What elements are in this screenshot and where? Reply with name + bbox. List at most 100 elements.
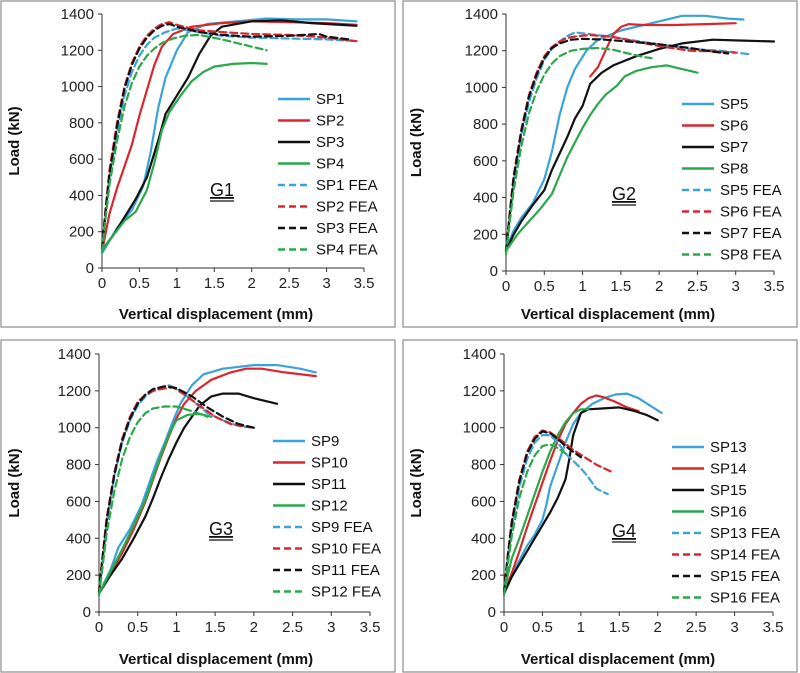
x-tick-label: 0.5 bbox=[129, 275, 150, 292]
legend-entry: SP9 FEA bbox=[311, 519, 373, 536]
x-tick-label: 0.5 bbox=[532, 619, 553, 636]
x-axis-title: Vertical displacement (mm) bbox=[119, 306, 313, 323]
x-tick-label: 3.5 bbox=[360, 619, 381, 636]
x-tick-label: 2.5 bbox=[279, 275, 300, 292]
series-line-sp1 bbox=[100, 17, 358, 255]
x-tick-label: 1.5 bbox=[205, 619, 226, 636]
x-tick-label: 0 bbox=[500, 619, 508, 636]
series-line-sp13 bbox=[502, 392, 663, 595]
x-tick-label: 0 bbox=[95, 619, 103, 636]
x-tick-label: 3 bbox=[327, 619, 335, 636]
x-tick-label: 2.5 bbox=[687, 278, 708, 295]
series-line-sp11 bbox=[97, 392, 279, 595]
legend-entry: SP4 FEA bbox=[316, 242, 378, 259]
legend-entry: SP3 bbox=[316, 134, 344, 151]
series-line-sp16-fea bbox=[502, 443, 567, 597]
y-tick-label: 600 bbox=[69, 151, 94, 168]
x-tick-label: 2 bbox=[250, 619, 258, 636]
legend-entry: SP16 FEA bbox=[710, 590, 780, 607]
x-tick-label: 1 bbox=[577, 619, 585, 636]
panel-frame bbox=[0, 339, 396, 673]
legend-entry: SP14 bbox=[710, 461, 747, 478]
x-tick-label: 2 bbox=[654, 619, 662, 636]
x-tick-label: 2 bbox=[655, 278, 663, 295]
x-tick-label: 3.5 bbox=[764, 278, 785, 295]
y-tick-label: 400 bbox=[69, 187, 94, 204]
series-line-sp11-fea bbox=[97, 385, 255, 593]
y-axis-title: Load (kN) bbox=[6, 106, 23, 175]
chart-panel-1: 0 200 400 600 800 1000 1200 1400 0 0.5 1 1.5 2 2.5 3 3.… bbox=[0, 0, 396, 328]
series-line-sp3 bbox=[100, 19, 358, 251]
legend-entry: SP10 FEA bbox=[311, 541, 381, 558]
y-tick-label: 600 bbox=[473, 153, 498, 170]
panel-tag: G4 bbox=[612, 521, 636, 541]
y-tick-label: 1000 bbox=[465, 79, 498, 96]
y-tick-label: 1200 bbox=[463, 383, 496, 400]
legend-entry: SP5 bbox=[720, 96, 748, 113]
x-tick-label: 1.5 bbox=[610, 278, 631, 295]
series-line-sp12 bbox=[97, 412, 213, 595]
series-line-sp7 bbox=[504, 38, 776, 252]
legend: SP1 SP2 SP3 SP4 SP1 FEA SP2 FEA SP3 FEA SP4 FEA bbox=[278, 91, 378, 259]
series-line-sp8-fea bbox=[504, 46, 653, 256]
series-line-sp13-fea bbox=[502, 434, 609, 595]
chart-panel-2: 0 200 400 600 800 1000 1200 1400 0 0.5 1 1.5 2 2.5 3 3.… bbox=[402, 0, 798, 328]
panel-frame bbox=[402, 0, 798, 328]
legend-entry: SP2 bbox=[316, 113, 344, 130]
chart-panel-4: 0 200 400 600 800 1000 1200 1400 0 0.5 1 1.5 2 2.5 3 3.… bbox=[402, 339, 798, 673]
y-axis-title: Load (kN) bbox=[408, 448, 425, 517]
legend-entry: SP13 bbox=[710, 439, 747, 456]
legend-entry: SP1 FEA bbox=[316, 177, 378, 194]
y-tick-label: 0 bbox=[490, 263, 498, 280]
y-tick-label: 1000 bbox=[61, 79, 94, 96]
series-line-sp4-fea bbox=[100, 33, 268, 253]
series-line-sp15-fea bbox=[502, 430, 582, 593]
legend-entry: SP15 FEA bbox=[710, 568, 780, 585]
x-axis-title: Vertical displacement (mm) bbox=[521, 306, 715, 323]
legend-entry: SP7 FEA bbox=[720, 225, 782, 242]
legend: SP9 SP10 SP11 SP12 SP9 FEA SP10 FEA SP11 FEA SP… bbox=[273, 433, 381, 601]
legend-entry: SP16 bbox=[710, 504, 747, 521]
legend-entry: SP8 FEA bbox=[720, 247, 782, 264]
series-line-sp16 bbox=[502, 408, 590, 595]
series-line-sp12-fea bbox=[97, 405, 209, 597]
panel-tag: G2 bbox=[612, 184, 636, 204]
series-line-sp6 bbox=[589, 22, 737, 78]
y-tick-label: 800 bbox=[471, 457, 496, 474]
x-tick-label: 0.5 bbox=[534, 278, 555, 295]
y-tick-label: 1200 bbox=[61, 42, 94, 59]
legend-entry: SP15 bbox=[710, 482, 747, 499]
x-tick-label: 1 bbox=[578, 278, 586, 295]
legend-entry: SP10 bbox=[311, 455, 348, 472]
y-tick-label: 1400 bbox=[465, 6, 498, 23]
series-line-sp4 bbox=[100, 61, 268, 251]
series-line-sp7-fea bbox=[504, 37, 730, 252]
x-tick-label: 1 bbox=[173, 275, 181, 292]
x-tick-label: 1 bbox=[172, 619, 180, 636]
y-tick-label: 0 bbox=[488, 604, 496, 621]
legend-entry: SP9 bbox=[311, 433, 339, 450]
y-tick-label: 200 bbox=[473, 226, 498, 243]
y-tick-label: 600 bbox=[66, 493, 91, 510]
series-line-sp10 bbox=[97, 367, 317, 595]
x-tick-label: 1.5 bbox=[609, 619, 630, 636]
panel-tag: G3 bbox=[209, 519, 233, 539]
y-axis-title: Load (kN) bbox=[408, 108, 425, 177]
series-line-sp3-fea bbox=[100, 22, 351, 250]
series-line-sp15 bbox=[502, 406, 659, 595]
legend-entry: SP2 FEA bbox=[316, 199, 378, 216]
series-line-sp14 bbox=[502, 394, 640, 595]
y-tick-label: 0 bbox=[86, 260, 94, 277]
y-tick-label: 800 bbox=[69, 115, 94, 132]
y-tick-label: 200 bbox=[69, 224, 94, 241]
x-axis-title: Vertical displacement (mm) bbox=[521, 651, 715, 668]
y-tick-label: 1400 bbox=[58, 346, 91, 363]
y-tick-label: 400 bbox=[473, 190, 498, 207]
legend-entry: SP6 FEA bbox=[720, 204, 782, 221]
x-tick-label: 3.5 bbox=[763, 619, 784, 636]
legend-entry: SP14 FEA bbox=[710, 547, 780, 564]
legend-entry: SP3 FEA bbox=[316, 220, 378, 237]
series-line-sp14-fea bbox=[502, 429, 613, 593]
y-tick-label: 1400 bbox=[61, 6, 94, 23]
